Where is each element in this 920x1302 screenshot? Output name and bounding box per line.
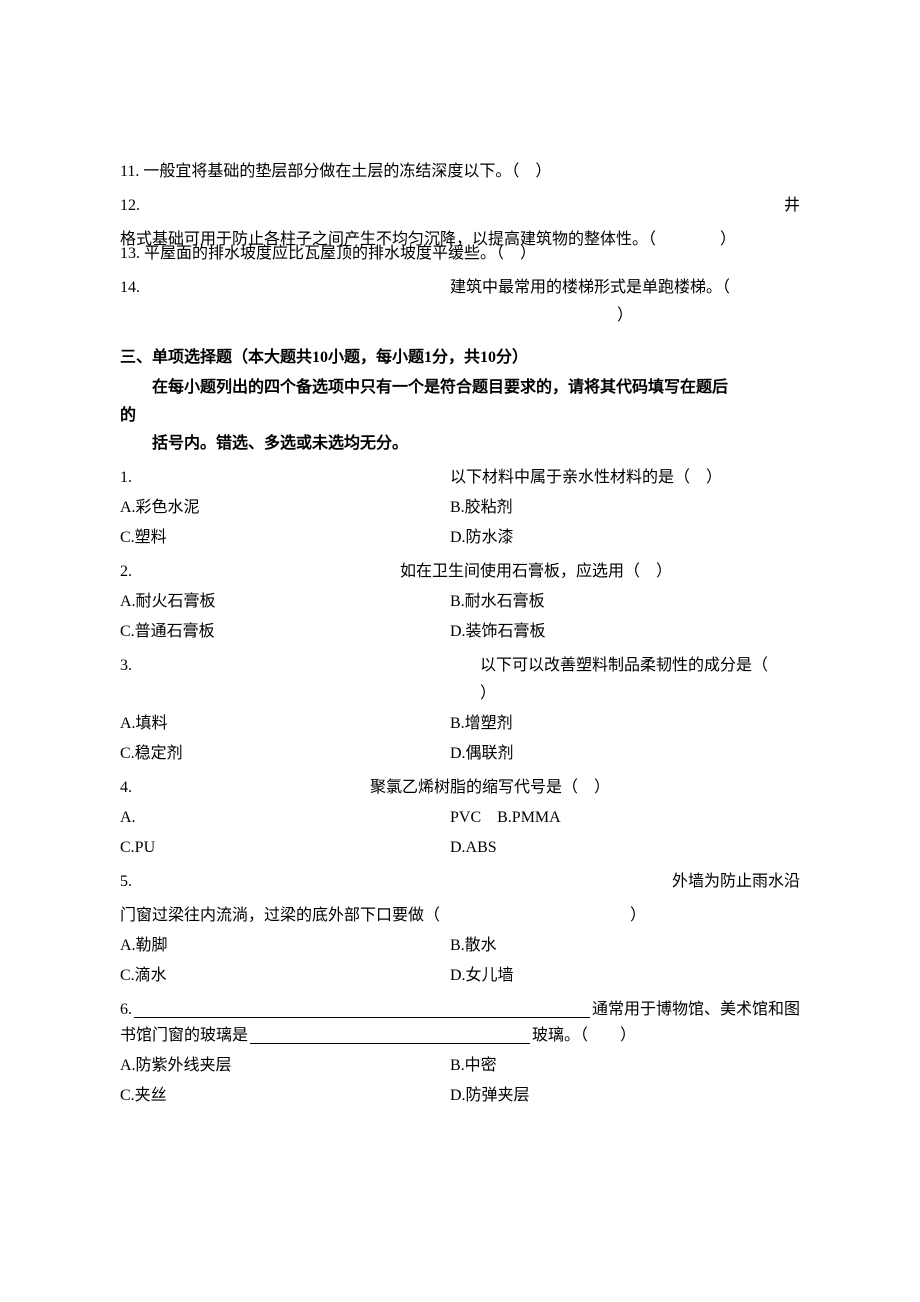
mc-q4-d: D.ABS: [450, 836, 800, 860]
mc-q1-row2: C.塑料 D.防水漆: [120, 526, 800, 550]
mc-q6-line1: 6. 通常用于博物馆、美术馆和图: [120, 998, 800, 1022]
mc-q1: 1. 以下材料中属于亲水性材料的是（ ）: [120, 466, 800, 490]
tf-q11: 11. 一般宜将基础的垫层部分做在土层的冻结深度以下。（ ）: [120, 160, 800, 184]
tf-q14-num: 14.: [120, 276, 450, 300]
mc-q3-c: C.稳定剂: [120, 742, 450, 766]
mc-q1-a: A.彩色水泥: [120, 496, 450, 520]
mc-q3-d: D.偶联剂: [450, 742, 800, 766]
mc-q4-ab: PVC B.PMMA: [450, 806, 800, 830]
section3-sub2: 括号内。错选、多选或未选均无分。: [120, 432, 800, 456]
tf-q12-line1: 12. 井: [120, 194, 800, 218]
mc-q2-d: D.装饰石膏板: [450, 620, 800, 644]
tf-q14-stem: 建筑中最常用的楼梯形式是单跑楼梯。（: [450, 276, 800, 300]
mc-q1-b: B.胶粘剂: [450, 496, 800, 520]
mc-q2-num: 2.: [120, 560, 400, 584]
tf-q12-tail: 井: [784, 194, 800, 218]
mc-q2-row2: C.普通石膏板 D.装饰石膏板: [120, 620, 800, 644]
mc-q3-row1: A.填料 B.增塑剂: [120, 712, 800, 736]
mc-q1-num: 1.: [120, 466, 450, 490]
tf-q14: 14. 建筑中最常用的楼梯形式是单跑楼梯。（: [120, 276, 800, 300]
tf-q12-num: 12.: [120, 194, 140, 218]
mc-q5-row1: A.勒脚 B.散水: [120, 934, 800, 958]
mc-q4-row2: C.PU D.ABS: [120, 836, 800, 860]
mc-q2-a: A.耐火石膏板: [120, 590, 450, 614]
mc-q4-c: C.PU: [120, 836, 450, 860]
mc-q2-c: C.普通石膏板: [120, 620, 450, 644]
mc-q4-stem: 聚氯乙烯树脂的缩写代号是（ ）: [370, 776, 800, 800]
mc-q6-row1: A.防紫外线夹层 B.中密: [120, 1054, 800, 1078]
mc-q3-paren: ）: [120, 682, 800, 706]
mc-q3: 3. 以下可以改善塑料制品柔韧性的成分是（: [120, 654, 800, 678]
section3-sub1-tail: 的: [120, 404, 800, 428]
mc-q5-c: C.滴水: [120, 964, 450, 988]
mc-q4-row1: A. PVC B.PMMA: [120, 806, 800, 830]
tf-q14-paren: ）: [120, 304, 800, 328]
mc-q6-line1-tail: 通常用于博物馆、美术馆和图: [592, 998, 800, 1022]
mc-q2-row1: A.耐火石膏板 B.耐水石膏板: [120, 590, 800, 614]
mc-q5-b: B.散水: [450, 934, 800, 958]
mc-q5-row2: C.滴水 D.女儿墙: [120, 964, 800, 988]
mc-q5-line2-left: 门窗过梁往内流淌，过梁的底外部下口要做（: [120, 904, 630, 928]
mc-q4-num: 4.: [120, 776, 370, 800]
mc-q2: 2. 如在卫生间使用石膏板，应选用（ ）: [120, 560, 800, 584]
mc-q4-a: A.: [120, 806, 450, 830]
mc-q6-c: C.夹丝: [120, 1084, 450, 1108]
mc-q6-blank1: [134, 998, 590, 1018]
mc-q6-a: A.防紫外线夹层: [120, 1054, 450, 1078]
mc-q1-c: C.塑料: [120, 526, 450, 550]
mc-q5-line2-right: ）: [630, 904, 646, 928]
mc-q1-d: D.防水漆: [450, 526, 800, 550]
mc-q5-d: D.女儿墙: [450, 964, 800, 988]
mc-q5-tail: 外墙为防止雨水沿: [672, 870, 800, 894]
mc-q6-line2-mid: 玻璃。（ ）: [532, 1024, 636, 1048]
mc-q5-a: A.勒脚: [120, 934, 450, 958]
mc-q3-b: B.增塑剂: [450, 712, 800, 736]
mc-q6-line2: 书馆门窗的玻璃是 玻璃。（ ）: [120, 1024, 800, 1048]
mc-q3-num: 3.: [120, 654, 480, 678]
mc-q6-row2: C.夹丝 D.防弹夹层: [120, 1084, 800, 1108]
mc-q6-line2-left: 书馆门窗的玻璃是: [120, 1024, 248, 1048]
mc-q5-line2: 门窗过梁往内流淌，过梁的底外部下口要做（ ）: [120, 904, 800, 928]
mc-q1-stem: 以下材料中属于亲水性材料的是（ ）: [450, 466, 800, 490]
section3-title: 三、单项选择题（本大题共10小题，每小题1分，共10分）: [120, 346, 800, 370]
mc-q6-d: D.防弹夹层: [450, 1084, 800, 1108]
mc-q2-stem: 如在卫生间使用石膏板，应选用（ ）: [400, 560, 800, 584]
mc-q1-row1: A.彩色水泥 B.胶粘剂: [120, 496, 800, 520]
section3-sub1-left: 在每小题列出的四个备选项中只有一个是符合题目要求的，请将其代码填写在题后: [120, 376, 728, 400]
mc-q3-a: A.填料: [120, 712, 450, 736]
mc-q2-b: B.耐水石膏板: [450, 590, 800, 614]
mc-q6-num: 6.: [120, 998, 132, 1022]
mc-q4: 4. 聚氯乙烯树脂的缩写代号是（ ）: [120, 776, 800, 800]
mc-q6-b: B.中密: [450, 1054, 800, 1078]
mc-q3-row2: C.稳定剂 D.偶联剂: [120, 742, 800, 766]
section3-sub1: 在每小题列出的四个备选项中只有一个是符合题目要求的，请将其代码填写在题后: [120, 376, 800, 400]
mc-q5-line1: 5. 外墙为防止雨水沿: [120, 870, 800, 894]
mc-q6-blank2: [250, 1024, 530, 1044]
mc-q5-num: 5.: [120, 870, 132, 894]
mc-q3-stem: 以下可以改善塑料制品柔韧性的成分是（: [480, 654, 800, 678]
